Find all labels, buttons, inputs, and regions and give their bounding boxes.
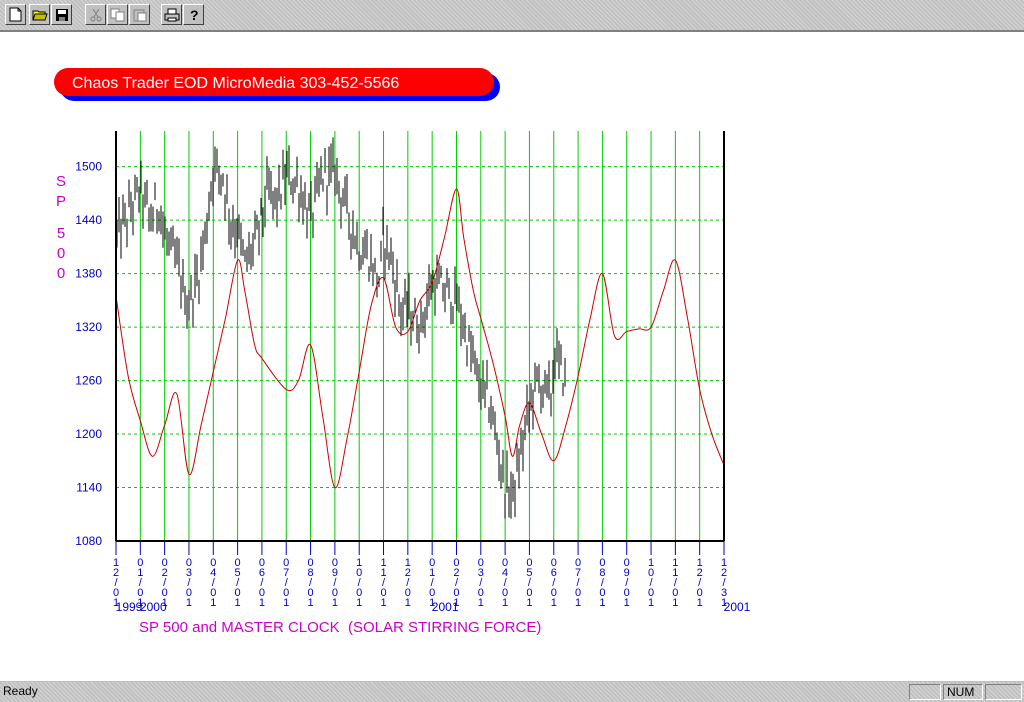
- print-icon[interactable]: [161, 4, 182, 25]
- x-tick-label: 1 1/0 1: [672, 557, 678, 609]
- master-clock-line: [116, 188, 724, 489]
- y-label-char: 5: [57, 225, 65, 242]
- year-label: 2001: [724, 600, 751, 614]
- x-tick-label: 0 8/0 1: [307, 557, 313, 609]
- y-tick-label: 1500: [75, 160, 102, 174]
- y-label-char: 0: [57, 245, 65, 262]
- x-tick-label: 0 2/0 1: [162, 557, 168, 609]
- y-label-char: 0: [57, 265, 65, 282]
- num-lock-indicator: NUM: [943, 684, 983, 700]
- x-axis-label: SP 500 and MASTER CLOCK (SOLAR STIRRING …: [139, 619, 541, 636]
- y-tick-label: 1200: [75, 427, 102, 441]
- y-axis-label: SP 5 0 0: [56, 173, 66, 282]
- x-axis-ticks: 1 2/0 1 0 1/0 1 0 2/0 1 0 3/0 1 0 4/0 1 0 5/0 1 0 6/0 1 0 7/0 1…: [113, 541, 727, 609]
- x-tick-label: 0 1/0 1: [429, 557, 435, 609]
- y-tick-label: 1440: [75, 213, 102, 227]
- title-banner: Chaos Trader EOD MicroMedia 303-452-5566: [54, 68, 500, 101]
- x-tick-label: 1 2/0 1: [405, 557, 411, 609]
- year-label: 2001: [432, 600, 459, 614]
- y-axis-ticks: 1080 1140 1200 1260 1320 1380 1440 1500: [75, 160, 102, 548]
- new-document-icon[interactable]: [5, 4, 26, 25]
- x-tick-label: 1 0/0 1: [648, 557, 654, 609]
- x-tick-label: 0 4/0 1: [210, 557, 216, 609]
- cut-scissors-icon[interactable]: [85, 4, 106, 25]
- grid: [116, 131, 724, 541]
- y-tick-label: 1140: [76, 481, 102, 495]
- save-disk-icon[interactable]: [51, 4, 72, 25]
- x-tick-label: 0 5/0 1: [526, 557, 532, 609]
- x-tick-label: 1 2/0 1: [113, 557, 119, 609]
- x-tick-label: 1 0/0 1: [356, 557, 362, 609]
- x-tick-label: 0 4/0 1: [502, 557, 508, 609]
- year-label: 2000: [140, 600, 167, 614]
- status-bar: Ready NUM: [0, 682, 1024, 702]
- y-tick-label: 1380: [75, 267, 102, 281]
- status-panel-empty-2: [985, 684, 1022, 700]
- x-tick-label: 0 5/0 1: [235, 557, 241, 609]
- x-tick-label: 0 9/0 1: [624, 557, 630, 609]
- year-label: 1999: [116, 600, 143, 614]
- y-label-char: P: [56, 193, 66, 210]
- x-tick-label: 0 7/0 1: [575, 557, 581, 609]
- x-tick-label: 0 6/0 1: [551, 557, 557, 609]
- copy-icon[interactable]: [107, 4, 128, 25]
- x-tick-label: 0 7/0 1: [283, 557, 289, 609]
- status-text: Ready: [3, 684, 38, 698]
- chart-window: [0, 31, 1024, 681]
- x-tick-label: 1 2/3 1: [721, 557, 727, 609]
- x-tick-label: 1 2/0 1: [697, 557, 703, 609]
- y-tick-label: 1260: [75, 374, 102, 388]
- x-tick-label: 1 1/0 1: [380, 557, 386, 609]
- y-tick-label: 1080: [75, 534, 102, 548]
- price-bars: [116, 137, 566, 519]
- status-panel-empty: [909, 684, 941, 700]
- y-tick-label: 1320: [75, 320, 102, 334]
- svg-text:?: ?: [190, 7, 199, 22]
- chart: Chaos Trader EOD MicroMedia 303-452-5566…: [54, 68, 751, 636]
- x-tick-label: 0 9/0 1: [332, 557, 338, 609]
- plot-frame: [115, 131, 725, 542]
- x-tick-label: 0 1/0 1: [137, 557, 143, 609]
- x-tick-label: 0 3/0 1: [478, 557, 484, 609]
- help-icon[interactable]: ?: [183, 4, 204, 25]
- open-folder-icon[interactable]: [29, 4, 50, 25]
- chart-title: Chaos Trader EOD MicroMedia 303-452-5566: [72, 75, 399, 92]
- paste-icon[interactable]: [129, 4, 150, 25]
- x-tick-label: 0 2/0 1: [453, 557, 459, 609]
- x-tick-label: 0 6/0 1: [259, 557, 265, 609]
- x-tick-label: 0 3/0 1: [186, 557, 192, 609]
- x-tick-label: 0 8/0 1: [599, 557, 605, 609]
- y-label-char: S: [56, 173, 66, 190]
- toolbar: ?: [0, 0, 1024, 31]
